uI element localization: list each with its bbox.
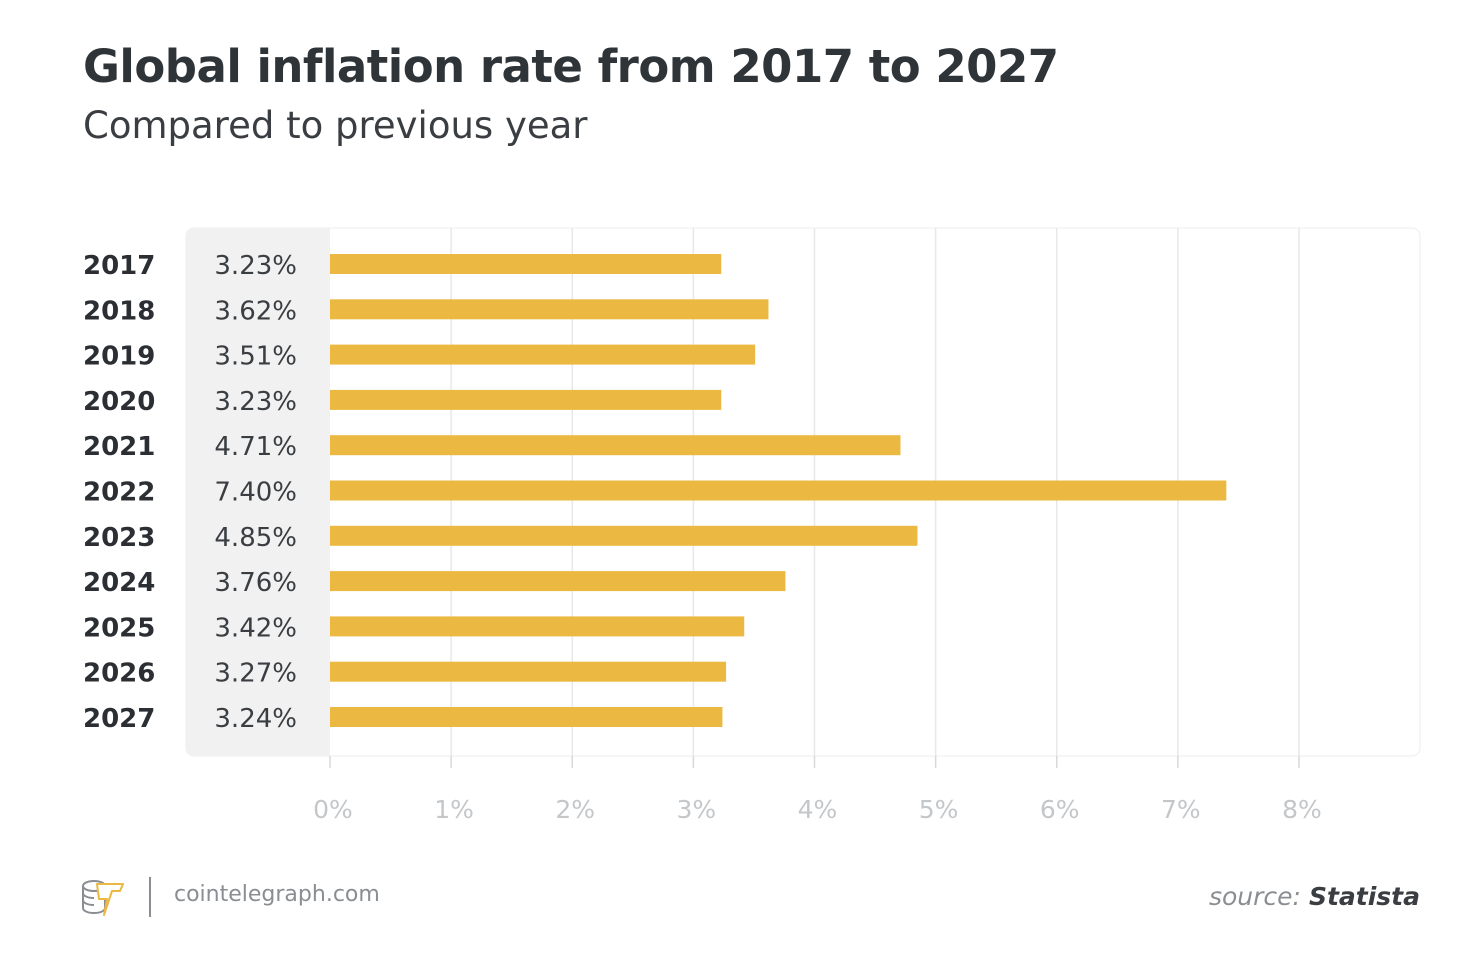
- category-label: 2025: [83, 613, 155, 643]
- source-name: Statista: [1308, 882, 1420, 911]
- category-label: 2022: [83, 478, 155, 508]
- value-label: 3.23%: [214, 387, 297, 417]
- value-label: 3.62%: [214, 296, 297, 326]
- bar-2026: [330, 661, 727, 682]
- value-label: 4.71%: [214, 432, 297, 462]
- category-label: 2019: [83, 342, 155, 372]
- footer-divider: [149, 877, 151, 917]
- x-tick-label: 4%: [798, 795, 838, 824]
- bar-2021: [330, 435, 901, 456]
- category-label: 2023: [83, 523, 155, 553]
- bar-2022: [330, 480, 1227, 501]
- x-tick-label: 2%: [555, 795, 595, 824]
- category-label: 2027: [83, 704, 155, 734]
- category-label: 2020: [83, 387, 155, 417]
- bar-2027: [330, 707, 723, 727]
- category-label: 2017: [83, 251, 155, 281]
- x-tick-label: 7%: [1161, 795, 1201, 824]
- chart-subtitle: Compared to previous year: [83, 104, 588, 147]
- source-prefix: source:: [1208, 882, 1301, 911]
- bar-2024: [330, 571, 786, 592]
- source-credit: source: Statista: [1209, 882, 1420, 911]
- value-label: 3.51%: [214, 342, 297, 372]
- x-tick-label: 1%: [434, 795, 474, 824]
- bar-2025: [330, 616, 745, 637]
- cointelegraph-logo-icon: [82, 880, 124, 916]
- value-label: 4.85%: [214, 523, 297, 553]
- bar-2017: [330, 254, 722, 274]
- label-column: [186, 228, 330, 756]
- bar-2020: [330, 389, 722, 410]
- value-label: 3.23%: [214, 251, 297, 281]
- value-label: 3.27%: [214, 659, 297, 689]
- chart-title: Global inflation rate from 2017 to 2027: [83, 40, 1059, 93]
- value-label: 3.24%: [214, 704, 297, 734]
- x-tick-label: 6%: [1040, 795, 1080, 824]
- site-name[interactable]: cointelegraph.com: [174, 882, 380, 907]
- x-tick-label: 8%: [1282, 795, 1322, 824]
- value-label: 3.42%: [214, 613, 297, 643]
- category-label: 2026: [83, 659, 155, 689]
- category-label: 2024: [83, 568, 155, 598]
- bar-2018: [330, 299, 769, 320]
- category-label: 2018: [83, 296, 155, 326]
- value-label: 3.76%: [214, 568, 297, 598]
- x-tick-label: 0%: [313, 795, 353, 824]
- x-tick-label: 3%: [677, 795, 717, 824]
- value-label: 7.40%: [214, 478, 297, 508]
- bar-2019: [330, 344, 756, 365]
- bar-2023: [330, 525, 918, 546]
- x-tick-label: 5%: [919, 795, 959, 824]
- category-label: 2021: [83, 432, 155, 462]
